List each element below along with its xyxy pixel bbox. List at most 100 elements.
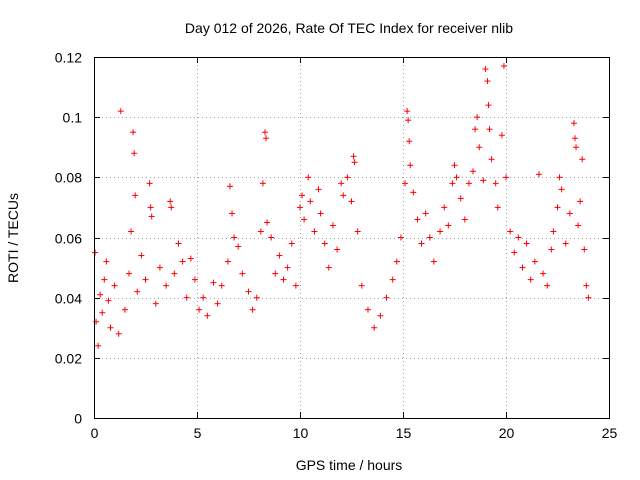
data-point [103,258,110,265]
data-point [503,174,509,181]
data-point [389,276,396,283]
data-point [364,306,371,313]
data-point [257,228,264,235]
data-point [494,204,501,211]
data-point [340,192,347,199]
data-point [482,66,489,73]
data-point [566,210,573,217]
data-point [325,264,332,271]
data-point [492,180,499,187]
data-point [486,126,493,133]
data-point [146,180,153,187]
data-point [261,129,268,136]
data-point [558,186,565,193]
data-point [544,282,551,289]
x-tick-label: 20 [499,425,515,441]
data-point [350,153,357,160]
data-point [268,234,275,241]
chart-title: Day 012 of 2026, Rate Of TEC Index for r… [185,20,513,36]
data-point [171,270,178,277]
data-point [92,249,99,256]
data-point [253,294,260,301]
data-point [573,144,580,151]
x-tick-label: 25 [602,425,618,441]
y-tick-label: 0 [74,411,82,427]
axis-ticks [94,57,610,419]
data-point [470,168,477,175]
data-point [472,126,479,133]
tick-labels: 0 5 10 15 20 25 0 0.02 0.04 0.06 0.08 0.1 0.12 [55,50,618,442]
data-point [231,234,238,241]
data-point [168,204,175,211]
y-tick-label: 0.12 [55,50,82,66]
data-point [299,192,306,199]
data-point [474,114,481,121]
data-point [485,102,492,109]
data-point [393,258,400,265]
data-point [358,282,365,289]
data-point [519,264,526,271]
data-point [583,282,590,289]
data-point [575,222,582,229]
data-point [121,306,128,313]
data-point [126,270,133,277]
data-point [507,228,514,235]
data-point [111,282,118,289]
data-point [410,189,417,196]
data-point [101,276,108,283]
data-point [259,180,266,187]
data-point [280,276,287,283]
data-point [511,249,518,256]
data-point [130,129,137,136]
data-point [585,294,592,301]
data-point [138,252,145,259]
data-point [418,240,425,247]
data-point [148,213,155,220]
y-tick-label: 0.1 [63,110,83,126]
data-point [371,324,378,331]
data-point [351,159,358,166]
data-point [449,180,456,187]
data-point [451,162,458,169]
data-point [383,294,390,301]
data-point [263,135,270,142]
data-point [297,204,303,211]
x-tick-label: 15 [396,425,412,441]
data-point [572,135,579,142]
data-point [214,300,221,307]
data-point [407,162,414,169]
data-point [311,228,318,235]
data-point [183,294,190,301]
data-point [354,228,361,235]
data-point [191,276,198,283]
data-point [115,330,122,337]
data-point [167,198,174,205]
data-point [531,258,538,265]
data-point [535,171,542,178]
data-point [264,219,271,226]
data-point [397,234,404,241]
data-point [426,234,433,241]
data-point [414,216,421,223]
data-point [179,258,186,265]
y-tick-label: 0.06 [55,231,82,247]
data-point [128,228,135,235]
data-point [488,156,495,163]
data-point [132,192,139,199]
data-point [99,309,106,316]
data-point [476,144,483,151]
data-point [405,117,412,124]
data-point [404,108,411,115]
data-point [196,306,203,313]
x-tick-label: 5 [194,425,202,441]
data-point [226,183,233,190]
data-point [245,288,252,295]
data-point [562,240,569,247]
data-point [175,240,182,247]
data-point [147,204,154,211]
data-point [163,282,170,289]
y-tick-label: 0.02 [55,351,82,367]
data-point [422,210,429,217]
data-point [152,300,159,307]
